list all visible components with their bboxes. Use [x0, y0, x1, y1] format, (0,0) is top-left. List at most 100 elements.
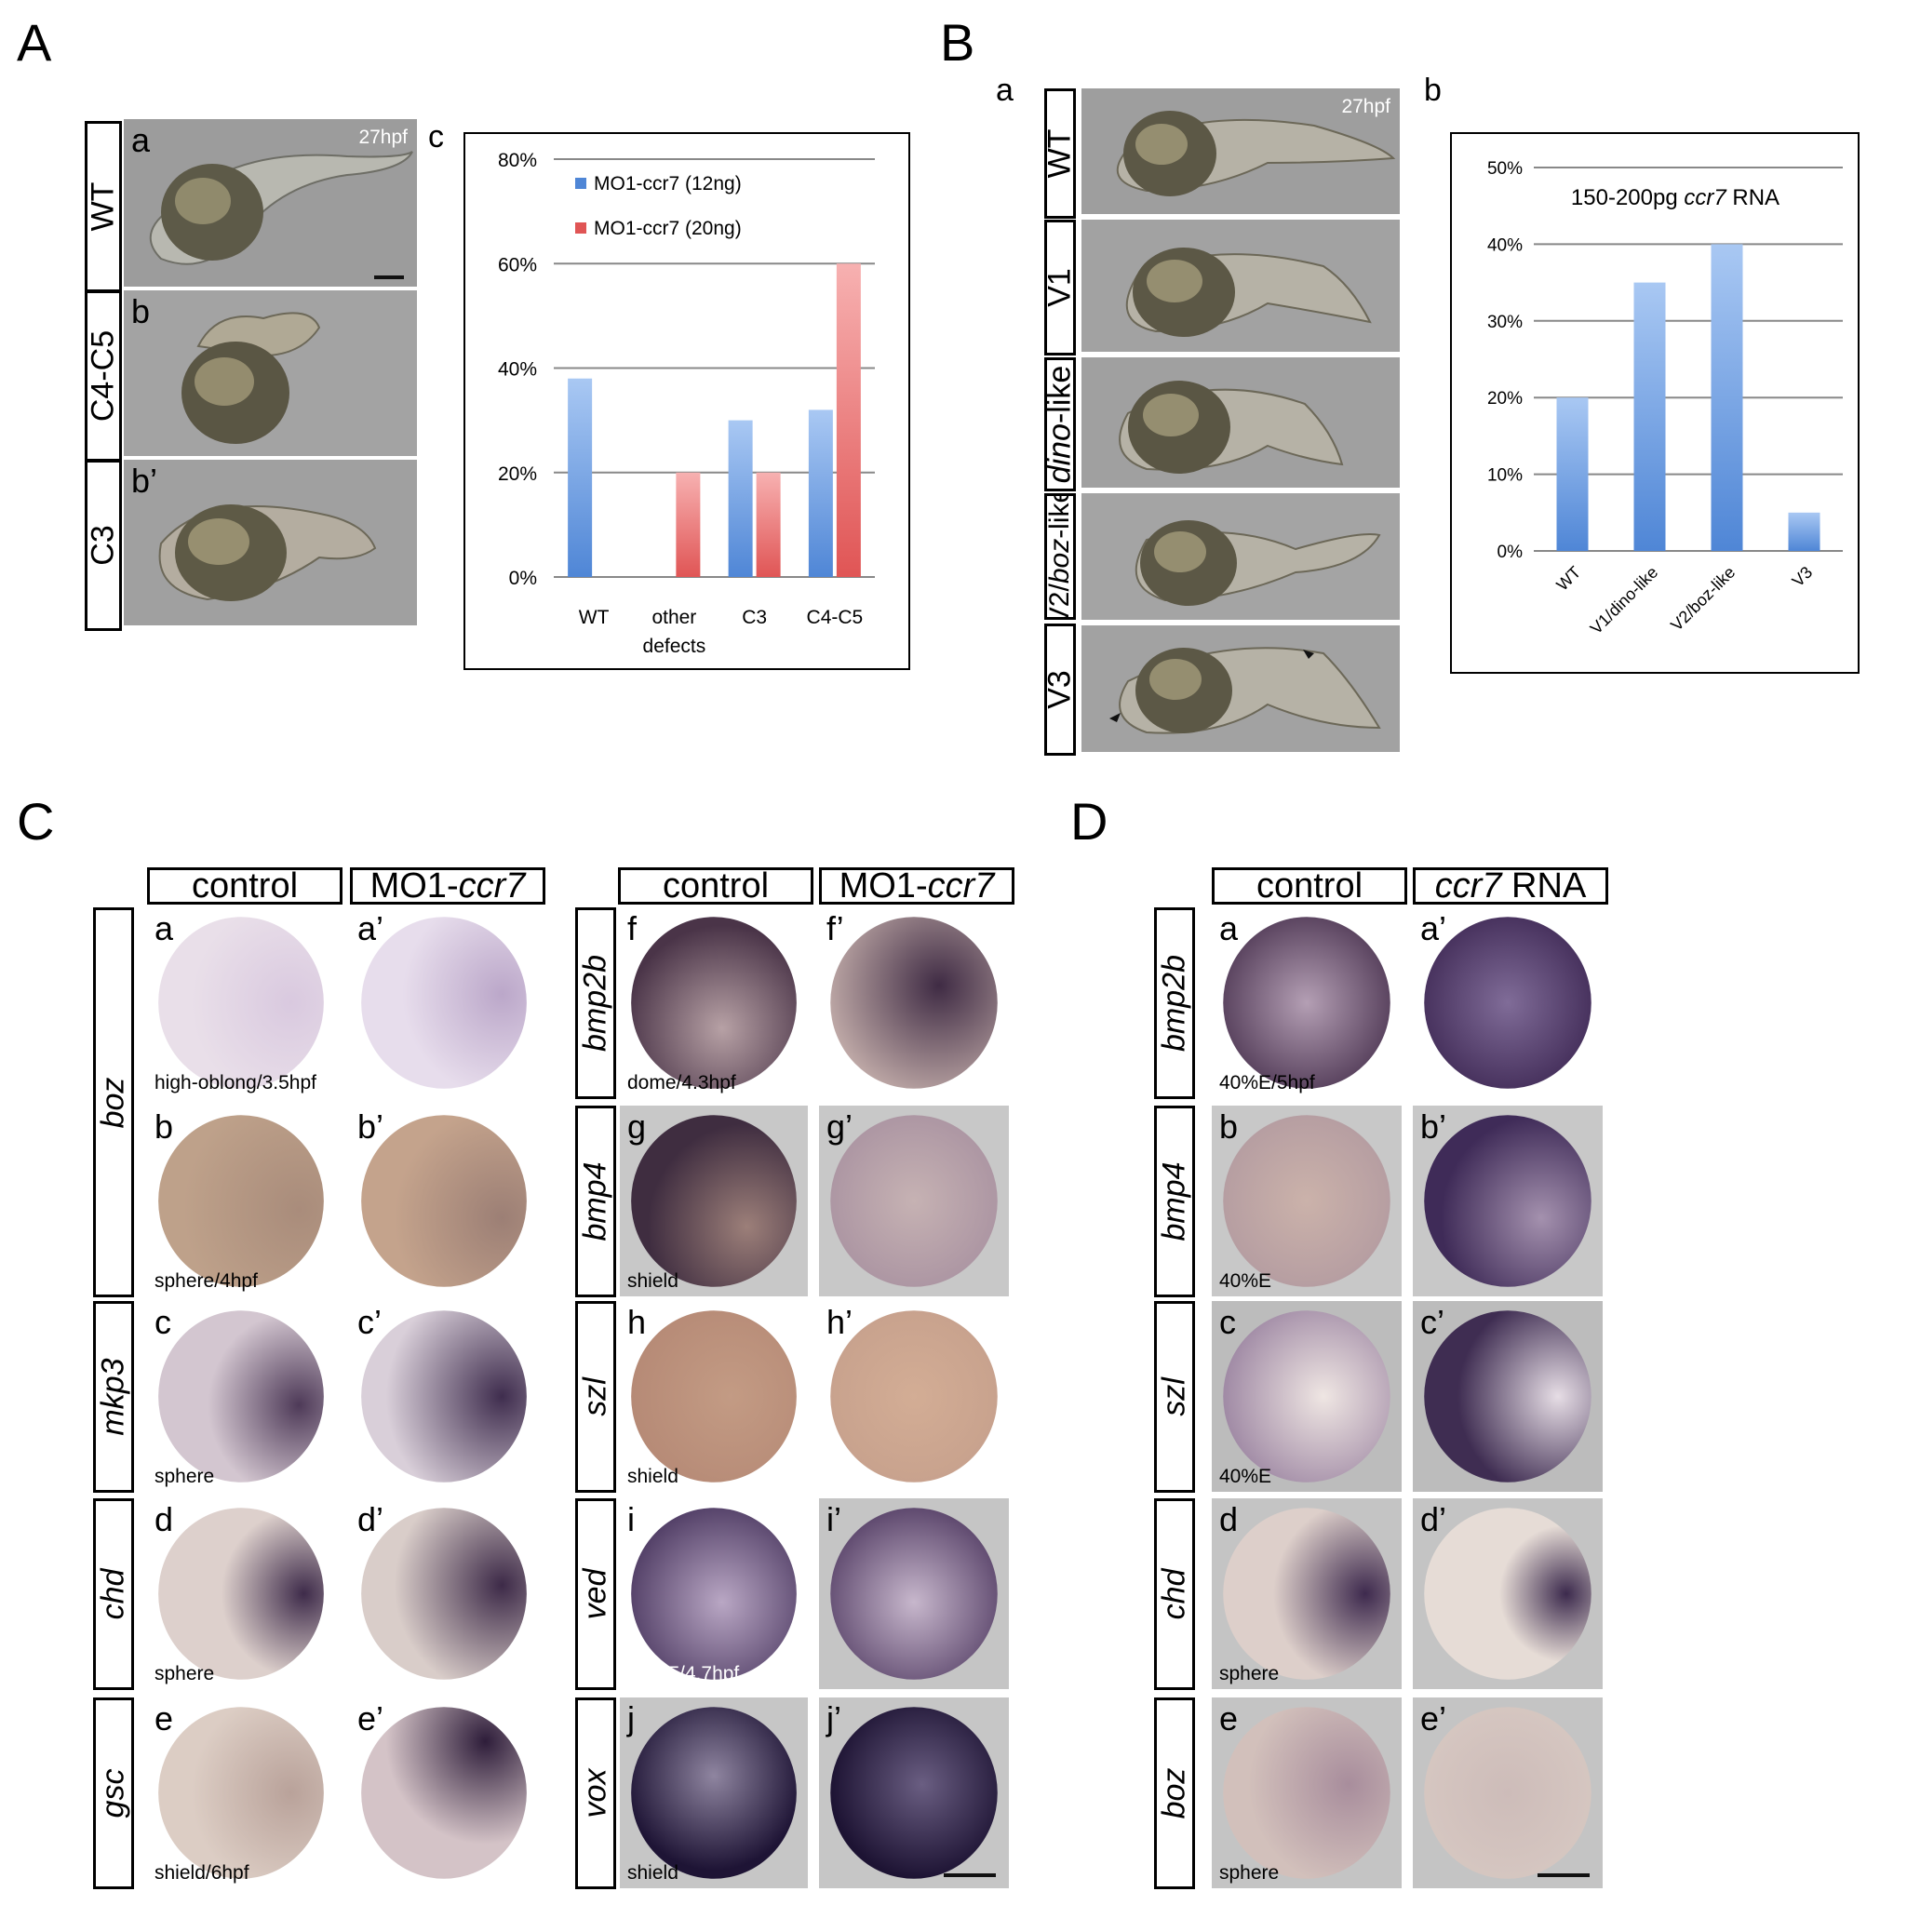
embryo-photo-c4-c5: b [124, 290, 417, 456]
stage-label: sphere [1219, 1862, 1280, 1884]
gene-label-vox: vox [575, 1697, 616, 1889]
ish-embryo-photo: e’ [1413, 1697, 1603, 1888]
ish-embryo-photo: c’ [350, 1301, 538, 1492]
sub-panel-label: a’ [357, 909, 384, 947]
sub-panel-label: a’ [1420, 909, 1447, 947]
embryo-photo-b-dino [1081, 357, 1400, 488]
y-tick-label: 20% [498, 463, 537, 485]
bar [568, 378, 593, 577]
row-label-c4-c5: C4-C5 [85, 290, 122, 462]
sub-panel-label: b’ [1420, 1107, 1447, 1146]
x-tick-label: other [651, 607, 696, 628]
ish-embryo-photo: d’ [350, 1498, 538, 1689]
x-tick-label: C3 [742, 607, 767, 628]
gene-label-szl-d: szl [1154, 1301, 1195, 1493]
y-tick-label: 40% [1487, 235, 1523, 255]
stage-label: 40%E/5hpf [1219, 1072, 1315, 1093]
sub-panel-label: f’ [826, 909, 844, 947]
x-tick-label: V1/dino-like [1587, 563, 1662, 638]
ish-embryo-photo: f’ [819, 907, 1009, 1098]
ish-embryo-photo: j’ [819, 1697, 1009, 1888]
x-tick-label: WT [1552, 563, 1584, 595]
gene-label-szl-c: szl [575, 1301, 616, 1493]
sub-panel-label: c’ [357, 1303, 382, 1341]
embryo-photo-b-v3 [1081, 625, 1400, 752]
y-tick-label: 50% [1487, 159, 1523, 179]
ish-embryo-photo: a 40%E/5hpf [1212, 907, 1402, 1098]
scale-bar [944, 1873, 996, 1877]
stage-label: shield [627, 1466, 678, 1487]
y-tick-label: 60% [498, 254, 537, 275]
bar [836, 263, 861, 577]
ish-embryo-photo: b 40%E [1212, 1106, 1402, 1296]
bar [1788, 512, 1820, 551]
chart-title: 150-200pg ccr7 RNA [1571, 185, 1779, 210]
ish-embryo-photo: j shield [620, 1697, 808, 1888]
ish-embryo-photo: e’ [350, 1697, 538, 1888]
legend-label: MO1-ccr7 (12ng) [594, 173, 742, 195]
row-label-b-dino: dino-like [1044, 357, 1076, 491]
sub-panel-label: j’ [826, 1699, 841, 1737]
ish-embryo-photo: a high-oblong/3.5hpf [147, 907, 335, 1098]
sub-panel-label: e [154, 1699, 174, 1737]
row-label-b-wt: WT [1044, 88, 1076, 219]
ish-embryo-photo: h’ [819, 1301, 1009, 1492]
embryo-photo-wt: a 27hpf [124, 119, 417, 287]
chart-a-c: 0% 20% 40% 60% 80% WT other defects C3 C4-C5 MO1-c… [463, 132, 910, 670]
legend-swatch [575, 222, 586, 234]
gene-label-chd-c: chd [93, 1498, 134, 1690]
gene-label-mkp3: mkp3 [93, 1301, 134, 1493]
gene-label-bmp4-d: bmp4 [1154, 1106, 1195, 1297]
sub-panel-label: g [627, 1107, 647, 1146]
panel-letter-b: B [940, 13, 975, 72]
gene-label-bmp2b-c: bmp2b [575, 907, 616, 1099]
panel-letter-d: D [1070, 792, 1108, 851]
header-c-control-right: control [618, 867, 813, 905]
sub-panel-label: f [627, 909, 638, 947]
row-label-b-v2: V2/boz-like [1044, 493, 1076, 620]
x-tick-label: WT [579, 607, 610, 628]
ish-embryo-photo: i 30%E/4.7hpf [620, 1498, 808, 1689]
x-tick-label: C4-C5 [807, 607, 864, 628]
header-d-rna: ccr7 RNA [1413, 867, 1608, 905]
gene-label-boz-d: boz [1154, 1697, 1195, 1889]
bar [756, 472, 781, 577]
sub-panel-label: d [1219, 1500, 1239, 1538]
sub-panel-label: a [154, 909, 174, 947]
sub-panel-label: b’ [357, 1107, 384, 1146]
sub-panel-label: d [154, 1500, 174, 1538]
sub-panel-label: c [1219, 1303, 1236, 1341]
stage-label: shield/6hpf [154, 1862, 249, 1884]
row-label-b-v1: V1 [1044, 220, 1076, 356]
sub-panel-label: i [627, 1500, 635, 1538]
stage-label: sphere/4hpf [154, 1270, 258, 1292]
gene-label-gsc: gsc [93, 1697, 134, 1889]
sub-panel-label: i’ [826, 1500, 841, 1538]
header-c-control-left: control [147, 867, 342, 905]
stage-label: 30%E/4.7hpf [627, 1663, 740, 1684]
sub-panel-label: h [627, 1303, 647, 1341]
sub-panel-label: d’ [1420, 1500, 1447, 1538]
x-tick-label: defects [643, 636, 706, 657]
y-tick-label: 30% [1487, 313, 1523, 332]
panel-a-chart-letter: c [428, 119, 444, 154]
sub-panel-label: b [154, 1107, 174, 1146]
stage-label: 40%E [1219, 1270, 1272, 1292]
ish-embryo-photo: c 40%E [1212, 1301, 1402, 1492]
chart-b-b: 0% 10% 20% 30% 40% 50% WT V1/dino-like V2/boz-li… [1450, 132, 1860, 674]
ish-embryo-photo: b sphere/4hpf [147, 1106, 335, 1296]
bar [1556, 397, 1589, 551]
bar [1633, 282, 1666, 551]
panel-letter-c: C [17, 792, 55, 851]
row-label-wt: WT [85, 121, 122, 292]
ish-embryo-photo: e shield/6hpf [147, 1697, 335, 1888]
y-tick-label: 40% [498, 359, 537, 381]
sub-panel-label: b [1219, 1107, 1239, 1146]
stage-label: sphere [154, 1466, 215, 1487]
ish-embryo-photo: d’ [1413, 1498, 1603, 1689]
sub-panel-label: j [627, 1699, 635, 1737]
sub-panel-label: a [1219, 909, 1239, 947]
embryo-photo-b-v1 [1081, 220, 1400, 352]
ish-embryo-photo: c’ [1413, 1301, 1603, 1492]
stage-label: high-oblong/3.5hpf [154, 1072, 316, 1093]
